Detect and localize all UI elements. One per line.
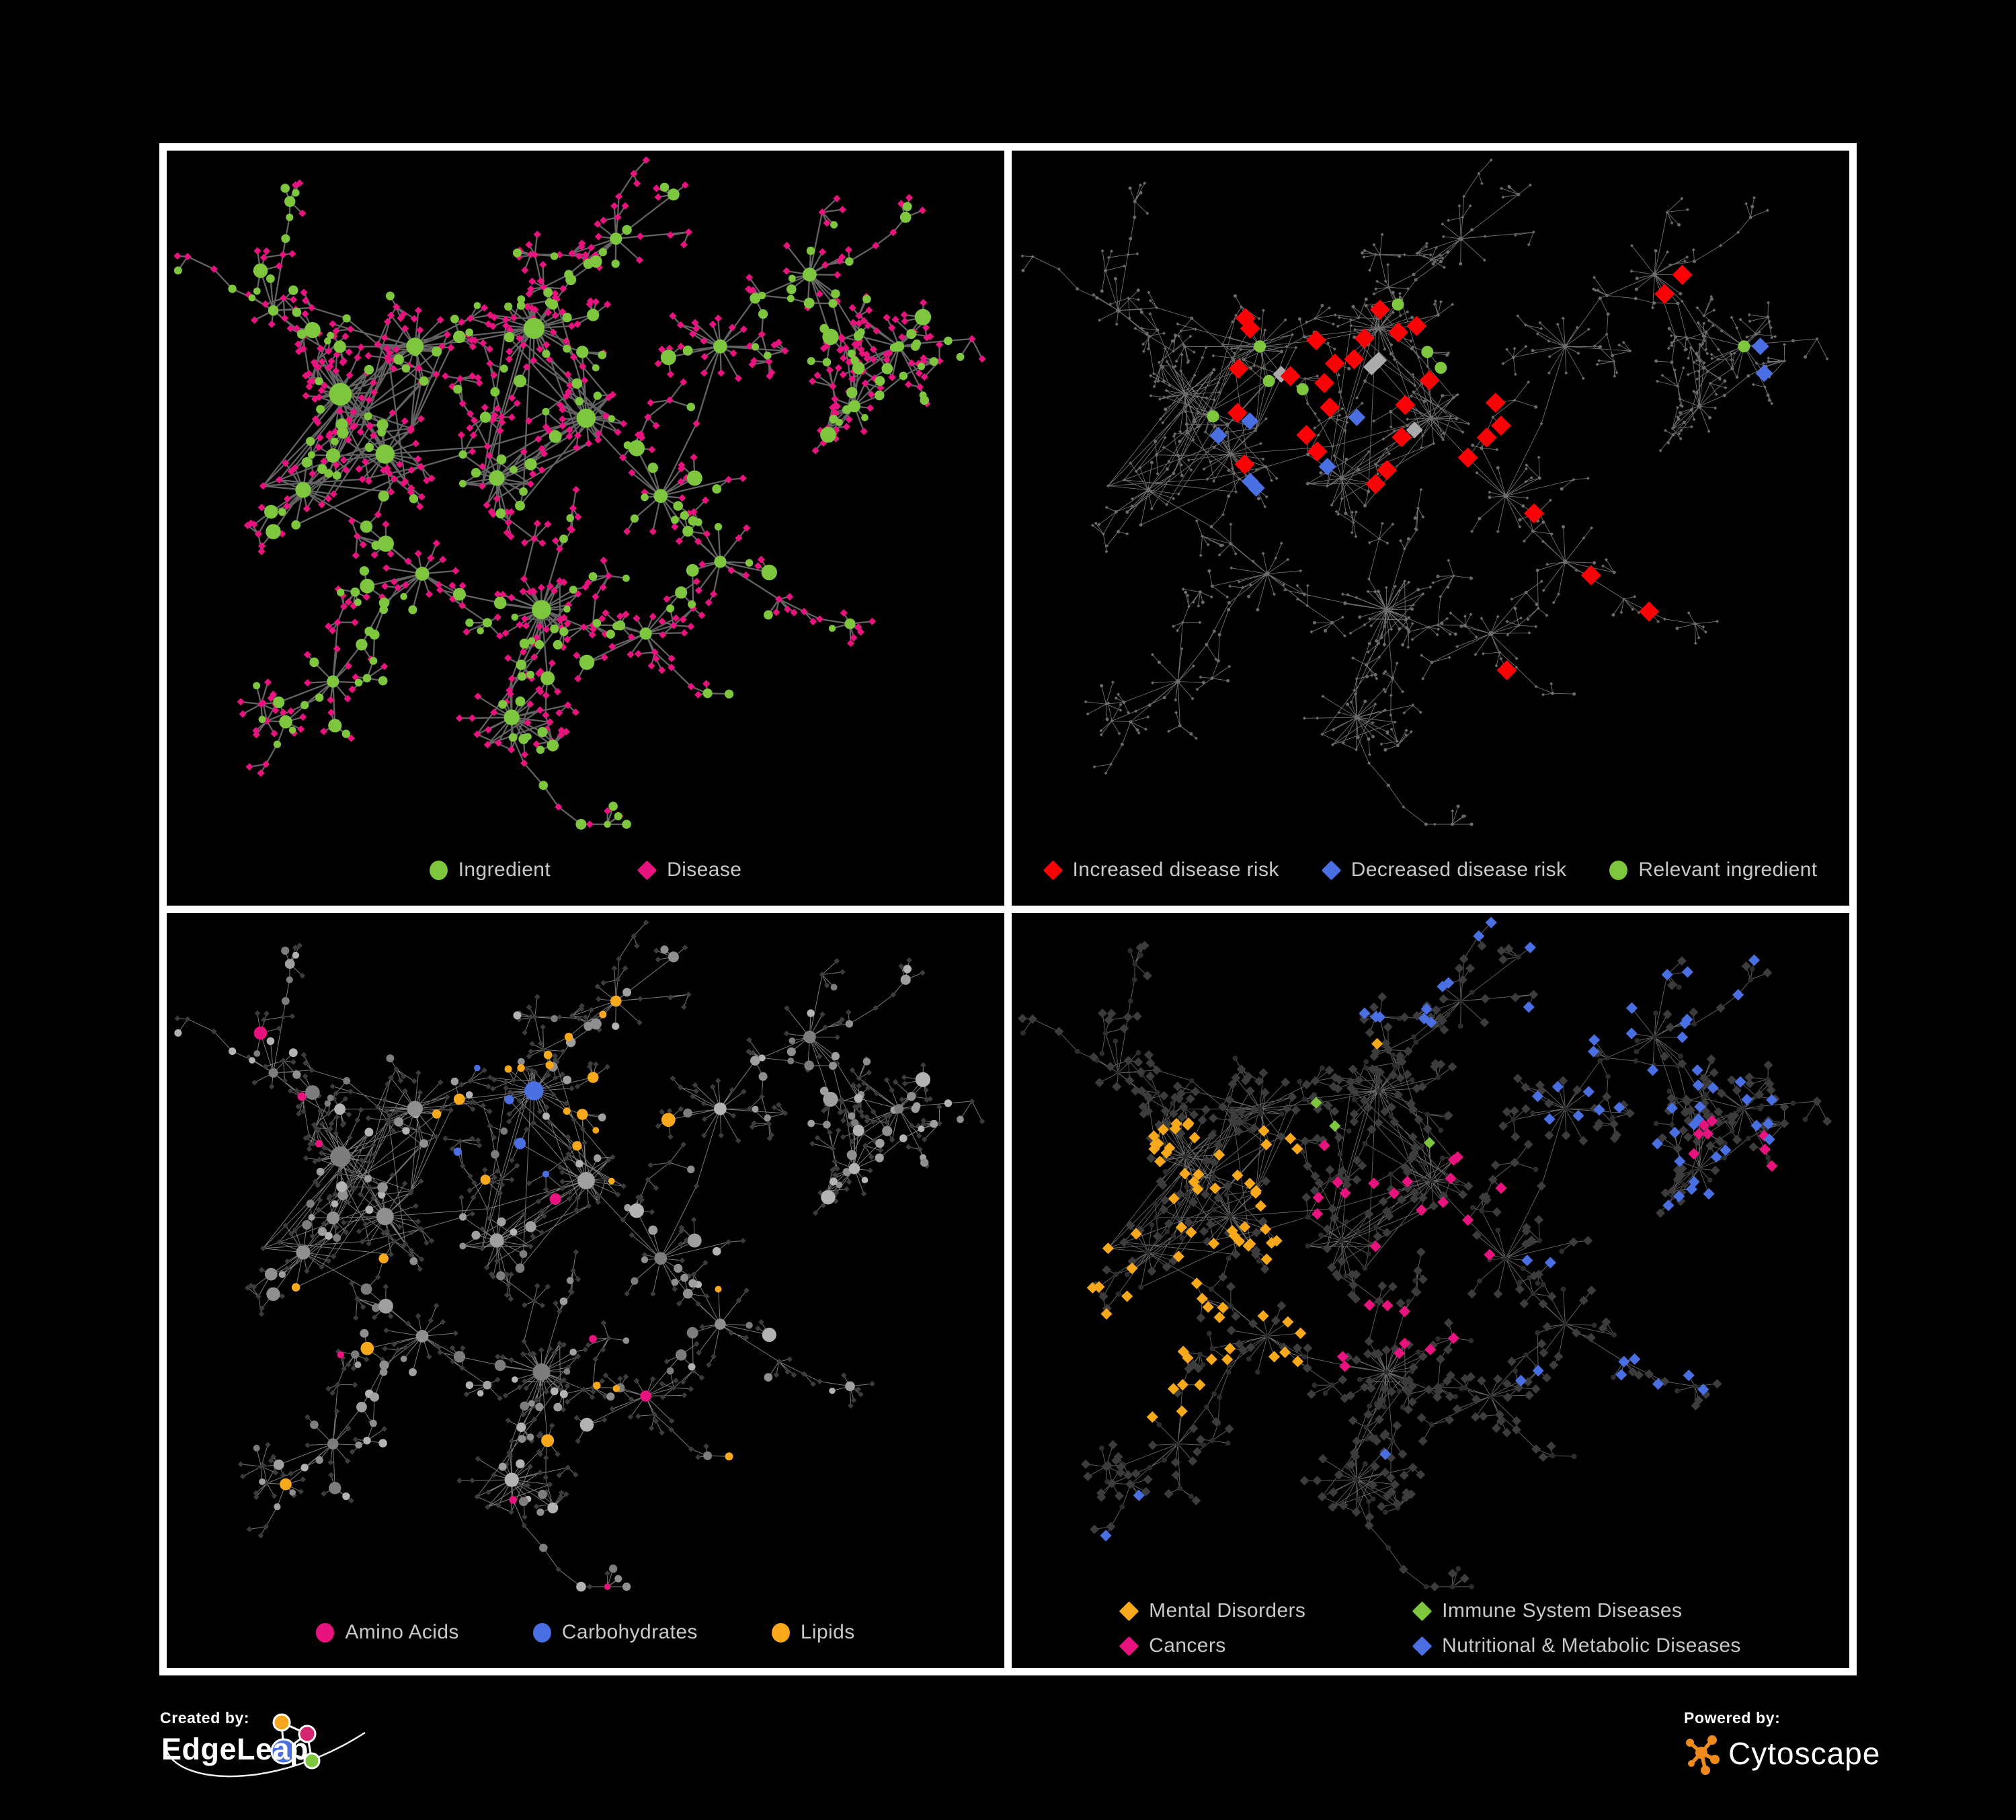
legend-label: Immune System Diseases — [1442, 1599, 1683, 1622]
cytoscape-wordmark: Cytoscape — [1728, 1736, 1881, 1771]
panels-plate: Ingredient Disease Increased disease risk… — [159, 143, 1857, 1675]
legend-ingredient-class: Amino Acids Carbohydrates Lipids — [167, 1621, 1004, 1644]
legend-label: Increased disease risk — [1072, 859, 1279, 881]
created-by-label: Created by: — [160, 1709, 250, 1727]
panel-disease-risk: Increased disease risk Decreased disease … — [1012, 151, 1849, 906]
legend-item-relevant-ingredient: Relevant ingredient — [1609, 859, 1817, 881]
legend-item-ingredient: Ingredient — [429, 859, 551, 881]
powered-by-label: Powered by: — [1684, 1709, 1781, 1727]
legend-circle-icon — [1609, 860, 1628, 880]
edgeleap-wordmark: EdgeLeap — [161, 1732, 309, 1766]
legend-label: Carbohydrates — [561, 1621, 698, 1643]
legend-circle-icon — [316, 1622, 335, 1643]
legend-item-lipids: Lipids — [771, 1621, 855, 1644]
legend-disease-class: Mental Disorders Immune System Diseases Ca… — [1119, 1599, 1741, 1657]
legend-item-immune-system-diseases: Immune System Diseases — [1412, 1599, 1741, 1622]
legend-diamond-icon — [1412, 1601, 1433, 1621]
panel-disease-class: Mental Disorders Immune System Diseases Ca… — [1012, 913, 1849, 1668]
legend-item-disease: Disease — [637, 859, 742, 881]
legend-diamond-icon — [637, 860, 657, 880]
legend-diamond-icon — [1043, 860, 1063, 880]
legend-item-increased-disease-risk: Increased disease risk — [1043, 859, 1279, 881]
legend-label: Ingredient — [458, 859, 551, 881]
panel-ingredient-class: Amino Acids Carbohydrates Lipids — [167, 913, 1004, 1668]
legend-label: Mental Disorders — [1149, 1599, 1306, 1622]
legend-item-cancers: Cancers — [1119, 1634, 1389, 1657]
cytoscape-icon — [1686, 1735, 1720, 1775]
credit-edgeleap: Created by: EdgeLeap — [160, 1709, 389, 1810]
edgeleap-blue-node — [270, 1738, 297, 1765]
edgeleap-green-node — [303, 1752, 321, 1770]
legend-diamond-icon — [1119, 1601, 1139, 1621]
legend-circle-icon — [771, 1622, 790, 1643]
network-disease-class — [1018, 916, 1832, 1591]
legend-diamond-icon — [1321, 860, 1342, 880]
legend-label: Lipids — [800, 1621, 855, 1643]
edgeleap-orange-node — [272, 1713, 291, 1732]
edgeleap-logo-network — [165, 1713, 366, 1778]
legend-diamond-icon — [1412, 1636, 1433, 1656]
legend-label: Relevant ingredient — [1638, 859, 1818, 881]
legend-label: Disease — [667, 859, 742, 881]
panel-ingredient-disease: Ingredient Disease — [167, 151, 1004, 906]
legend-ingredient-disease: Ingredient Disease — [167, 859, 1004, 881]
legend-item-mental-disorders: Mental Disorders — [1119, 1599, 1389, 1622]
network-ingredient-disease — [173, 156, 986, 830]
legend-circle-icon — [429, 860, 448, 880]
legend-label: Decreased disease risk — [1350, 859, 1567, 881]
edgeleap-pink-node — [298, 1725, 317, 1743]
legend-item-amino-acids: Amino Acids — [316, 1621, 458, 1644]
legend-label: Nutritional & Metabolic Diseases — [1442, 1634, 1741, 1657]
legend-item-carbohydrates: Carbohydrates — [532, 1621, 698, 1644]
legend-item-nutritional-metabolic-diseases: Nutritional & Metabolic Diseases — [1412, 1634, 1741, 1657]
network-disease-risk — [1020, 158, 1829, 826]
legend-label: Cancers — [1149, 1634, 1226, 1657]
legend-item-decreased-disease-risk: Decreased disease risk — [1321, 859, 1567, 881]
legend-diamond-icon — [1119, 1636, 1139, 1656]
credit-cytoscape: Powered by: Cytosc — [1684, 1709, 1886, 1790]
legend-circle-icon — [532, 1622, 551, 1643]
legend-disease-risk: Increased disease risk Decreased disease … — [1012, 859, 1849, 881]
legend-label: Amino Acids — [345, 1621, 459, 1643]
network-ingredient-class — [174, 919, 985, 1592]
